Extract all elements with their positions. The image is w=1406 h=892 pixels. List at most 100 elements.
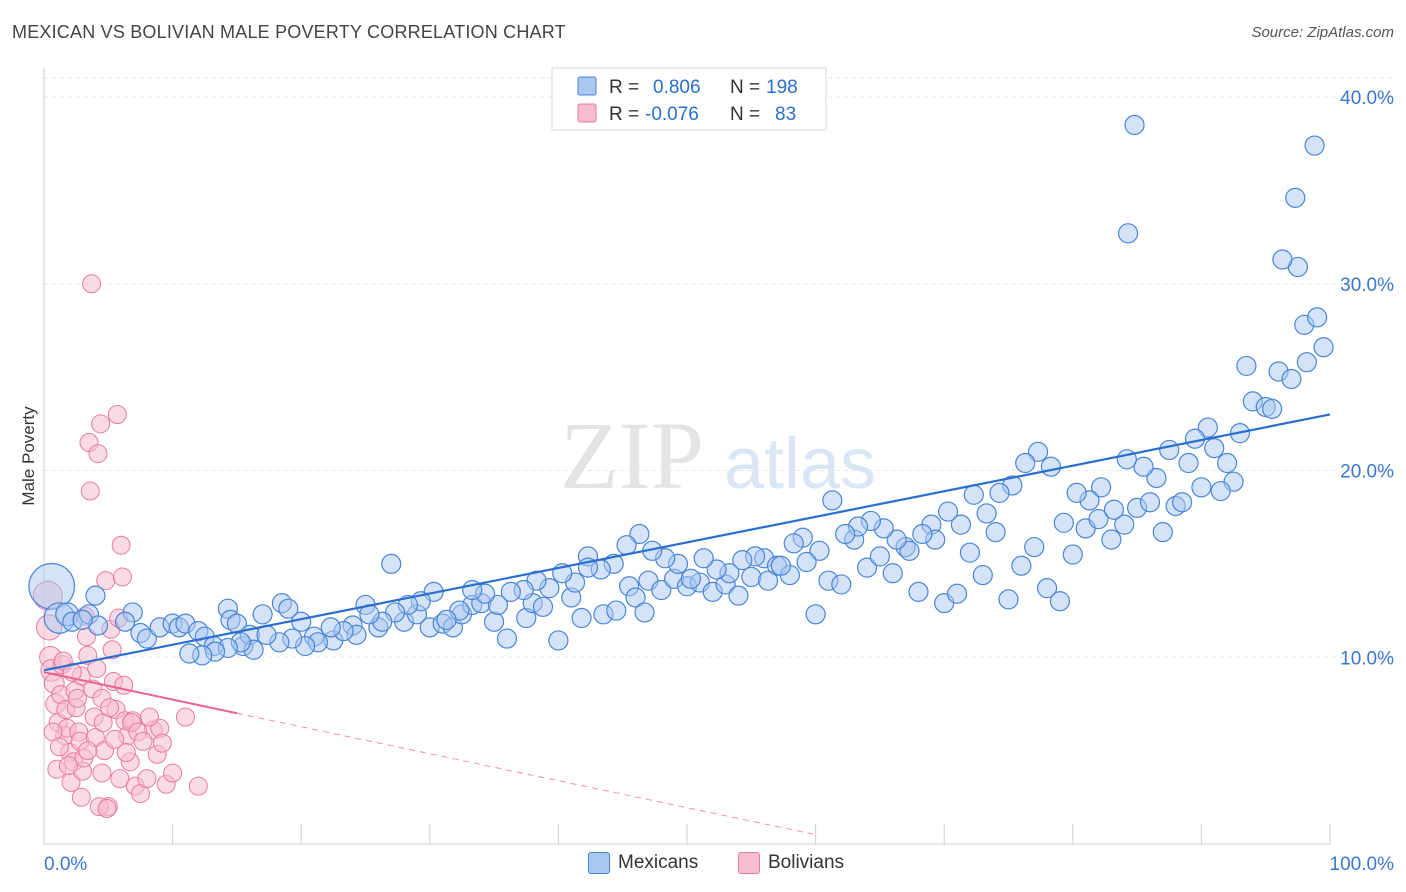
bolivians-point-79: [71, 787, 91, 807]
bolivians-point-59: [67, 688, 87, 708]
legend-r-label-2: R =: [609, 104, 639, 125]
legend-r-value-2: -0.076: [645, 104, 699, 125]
bolivians-point-66: [114, 675, 134, 695]
mexicans-point-91: [1088, 508, 1109, 530]
mexicans-point-132: [1053, 512, 1074, 533]
mexicans-point-47: [548, 630, 569, 651]
mexicans-point-139: [963, 484, 984, 505]
mexicans-point-89: [1062, 544, 1083, 565]
mexicans-point-123: [1172, 492, 1193, 513]
mexicans-point-135: [1015, 452, 1036, 474]
legend-swatch-bolivians-bottom: [738, 852, 760, 874]
mexicans-point-75: [882, 563, 903, 584]
legend-item-mexicans: Mexicans: [588, 852, 698, 874]
mexicans-point-166: [616, 535, 637, 556]
watermark-atlas: atlas: [724, 424, 876, 504]
mexicans-point-125: [1146, 467, 1167, 489]
legend-r-label-1: R =: [609, 77, 639, 98]
legend-swatch-mexicans: [577, 76, 597, 96]
mexicans-point-137: [989, 482, 1010, 504]
legend-box: R = 0.806 N = 198 R = -0.076 N = 83: [551, 67, 827, 131]
mexicans-point-138: [976, 503, 997, 524]
mexicans-point-112: [1304, 135, 1325, 156]
y-tick-label-30: 30.0%: [1340, 275, 1394, 296]
trend-lines: [43, 413, 1331, 836]
mexicans-point-131: [1066, 482, 1087, 504]
mexicans-point-161: [680, 568, 701, 589]
mexicans-point-113: [1285, 187, 1306, 208]
bolivians-point-69: [133, 731, 153, 751]
bolivians-point-64: [100, 698, 120, 718]
mexicans-point-115: [1124, 114, 1145, 136]
mexicans-point-26: [278, 598, 299, 619]
mexicans-point-86: [1024, 536, 1045, 558]
mexicans-point-9: [114, 611, 136, 632]
mexicans-point-57: [651, 579, 672, 601]
mexicans-point-157: [732, 550, 753, 571]
mexicans-point-95: [1139, 492, 1161, 513]
mexicans-point-141: [937, 501, 959, 522]
mexicans-point-109: [1313, 337, 1334, 358]
y-tick-label-20: 20.0%: [1340, 462, 1394, 483]
bolivians-point-30: [88, 444, 108, 464]
watermark-zip: ZIP: [560, 402, 704, 509]
y-tick-label-40: 40.0%: [1340, 88, 1394, 109]
mexicans-point-129: [1090, 477, 1112, 498]
axes: [43, 68, 1331, 845]
bolivians-points: [32, 274, 208, 819]
y-tick-label-10: 10.0%: [1340, 648, 1394, 669]
mexicans-point-159: [706, 559, 727, 580]
bolivians-point-44: [111, 535, 131, 555]
chart-title: MEXICAN VS BOLIVIAN MALE POVERTY CORRELA…: [12, 22, 566, 42]
mexicans-point-64: [741, 566, 762, 588]
mexicans-point-82: [972, 564, 993, 586]
bolivians-point-31: [91, 414, 111, 434]
bolivians-point-43: [110, 769, 130, 789]
bolivians-point-61: [82, 274, 102, 294]
bolivians-point-41: [107, 404, 127, 424]
x-tick-label-0: 0.0%: [44, 854, 87, 875]
mexicans-point-55: [634, 602, 655, 623]
mexicans-point-144: [899, 540, 920, 561]
legend-label-mexicans: Mexicans: [618, 852, 699, 873]
mexicans-point-140: [950, 514, 972, 535]
legend-swatch-bolivians: [577, 103, 597, 123]
bolivians-point-73: [163, 763, 183, 783]
bolivians-point-74: [175, 707, 195, 727]
bolivians-point-52: [137, 769, 157, 789]
mexicans-point-92: [1101, 529, 1122, 550]
legend-item-bolivians: Bolivians: [738, 852, 844, 874]
bolivians-point-25: [80, 481, 100, 501]
mexicans-point-143: [912, 523, 933, 545]
mexicans-point-149: [835, 523, 856, 545]
mexicans-point-108: [1307, 307, 1328, 328]
bolivians-point-82: [116, 742, 136, 762]
mexicans-point-49: [571, 607, 592, 629]
legend-n-label-1: N =: [730, 77, 760, 98]
bolivians-point-78: [58, 756, 78, 776]
mexicans-point-74: [869, 546, 891, 567]
mexicans-point-83: [985, 522, 1006, 543]
mexicans-point-189: [320, 617, 341, 638]
mexicans-point-101: [1217, 452, 1238, 474]
mexicans-point-0: [28, 562, 76, 610]
mexicans-point-111: [1272, 249, 1293, 270]
mexicans-point-98: [1178, 452, 1199, 474]
bolivians-point-63: [97, 799, 117, 819]
bottom-legend: Mexicans Bolivians: [0, 852, 1406, 876]
mexicans-point-200: [179, 643, 200, 664]
legend-n-value-1: 198: [766, 77, 798, 98]
mexicans-point-69: [805, 604, 826, 625]
mexicans-point-73: [856, 557, 878, 578]
mexicans-point-43: [496, 628, 518, 649]
mexicans-point-145: [886, 529, 907, 550]
mexicans-point-81: [959, 542, 981, 563]
mexicans-point-24: [252, 604, 273, 625]
mexicans-point-152: [796, 551, 817, 573]
mexicans-point-116: [1296, 352, 1317, 373]
bolivians-trend-line: [43, 671, 238, 715]
bolivians-point-80: [78, 741, 98, 761]
mexicans-point-122: [1184, 428, 1206, 449]
legend-swatch-mexicans-bottom: [588, 852, 610, 874]
